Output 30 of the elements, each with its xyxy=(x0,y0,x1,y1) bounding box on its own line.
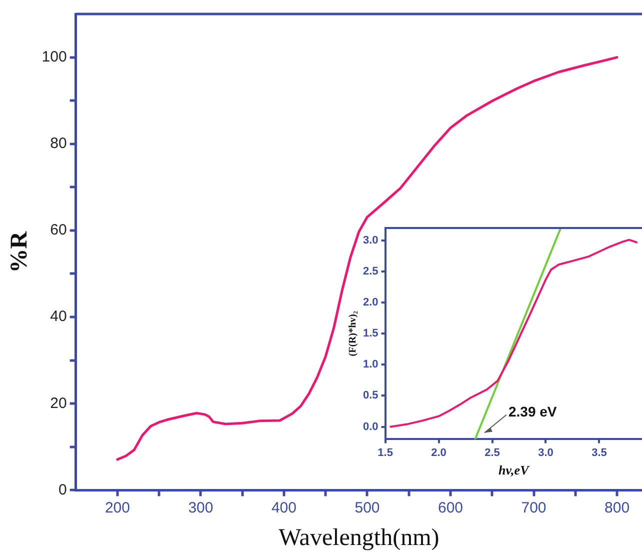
x-tick-label: 300 xyxy=(188,499,214,516)
x-tick-label: 700 xyxy=(521,499,546,516)
x-tick-label: 800 xyxy=(604,499,630,516)
y-tick-label: 3.0 xyxy=(362,234,378,246)
y-tick-label: 40 xyxy=(50,308,67,326)
x-tick-label: 500 xyxy=(354,499,380,516)
x-tick-label: 3.0 xyxy=(538,446,554,459)
y-tick-label: 80 xyxy=(50,135,67,152)
y-tick-label: 2.5 xyxy=(362,266,378,278)
x-tick-label: 3.5 xyxy=(592,446,607,459)
x-tick-label: 2.5 xyxy=(484,446,500,459)
x-tick-label: 2.0 xyxy=(431,446,446,459)
y-axis-title: (F(R)*hv)₂ xyxy=(348,310,359,356)
y-tick-label: 0.0 xyxy=(362,420,378,433)
y-tick-label: 20 xyxy=(50,394,67,412)
x-tick-label: 400 xyxy=(271,499,296,516)
x-tick-label: 600 xyxy=(438,499,464,516)
y-axis-title: %R xyxy=(6,230,33,273)
y-tick-label: 2.0 xyxy=(362,296,378,309)
y-tick-label: 100 xyxy=(42,48,67,66)
x-tick-label: 1.5 xyxy=(378,446,393,459)
y-tick-label: 1.0 xyxy=(362,358,378,371)
y-tick-label: 60 xyxy=(50,222,67,239)
annotation: 2.39 eV xyxy=(508,404,558,420)
y-tick-label: 0 xyxy=(58,481,67,498)
x-axis-title: hv,eV xyxy=(498,462,530,478)
y-tick-label: 0.5 xyxy=(362,390,378,402)
y-tick-label: 1.5 xyxy=(362,328,378,340)
x-tick-label: 200 xyxy=(104,499,130,516)
x-axis-title: Wavelength(nm) xyxy=(278,524,440,551)
